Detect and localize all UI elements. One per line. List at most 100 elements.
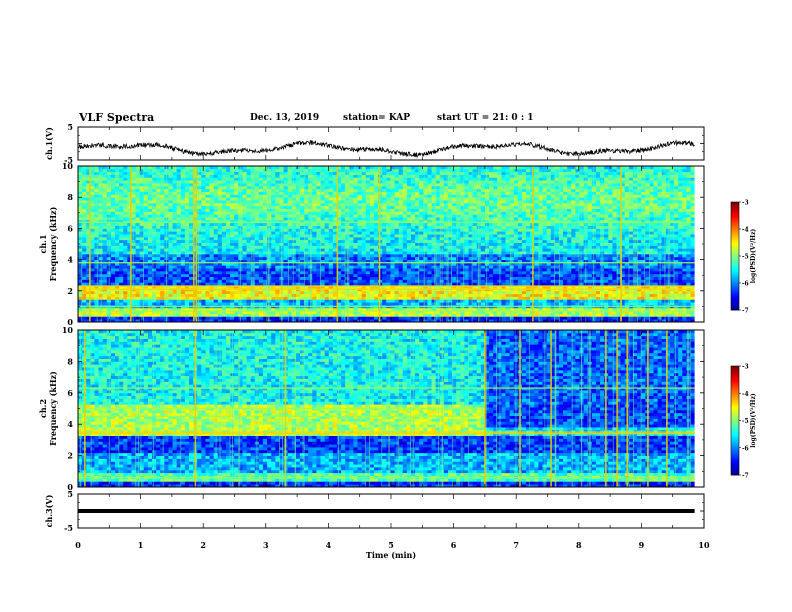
psd-cell (517, 259, 523, 263)
psd-cell (275, 259, 280, 263)
psd-cell (419, 231, 424, 235)
psd-cell (489, 276, 494, 280)
psd-cell (328, 319, 334, 323)
psd-cell (649, 236, 654, 241)
psd-cell (324, 236, 330, 241)
psd-cell (242, 310, 247, 314)
psd-cell (402, 316, 408, 320)
psd-cell (653, 290, 659, 295)
psd-cell (513, 302, 519, 306)
psd-cell (563, 231, 568, 235)
psd-cell (402, 231, 408, 235)
psd-cell (320, 245, 326, 249)
psd-cell (641, 299, 646, 303)
psd-cell (250, 262, 256, 266)
psd-cell (188, 248, 194, 252)
psd-cell (143, 239, 149, 243)
psd-cell (139, 228, 145, 232)
psd-cell (661, 270, 667, 275)
psd-cell (595, 307, 601, 312)
psd-cell (250, 268, 256, 272)
psd-cell (127, 265, 132, 269)
psd-cell (110, 248, 116, 252)
psd-cell (526, 282, 531, 286)
psd-cell (160, 236, 165, 241)
psd-cell (534, 259, 539, 263)
psd-cell (534, 279, 539, 283)
psd-cell (271, 265, 276, 269)
psd-cell (324, 234, 330, 238)
psd-cell (332, 276, 338, 280)
psd-cell (110, 259, 116, 263)
psd-cell (620, 268, 626, 272)
psd-cell (110, 265, 116, 269)
psd-cell (476, 276, 482, 280)
psd-cell (328, 245, 334, 249)
psd-cell (628, 282, 634, 286)
psd-cell (168, 299, 173, 303)
psd-cell (628, 296, 634, 300)
psd-cell (160, 270, 165, 275)
psd-cell (505, 253, 511, 258)
psd-cell (357, 273, 363, 278)
psd-cell (608, 313, 613, 317)
psd-cell (480, 310, 486, 314)
psd-cell (641, 290, 646, 295)
psd-cell (476, 273, 482, 278)
psd-cell (661, 276, 667, 280)
psd-cell (661, 242, 667, 246)
psd-cell (542, 279, 548, 283)
psd-cell (262, 236, 268, 241)
psd-cell (299, 282, 305, 286)
psd-cell (534, 245, 539, 249)
psd-cell (365, 279, 371, 283)
psd-cell (369, 234, 375, 238)
psd-cell (213, 316, 219, 320)
psd-cell (201, 231, 206, 235)
psd-cell (390, 236, 395, 241)
psd-cell (336, 299, 342, 303)
psd-cell (431, 307, 437, 312)
psd-cell (221, 307, 227, 312)
psd-cell (369, 253, 375, 258)
psd-cell (484, 236, 490, 241)
psd-cell (262, 251, 268, 255)
psd-cell (641, 251, 646, 255)
psd-cell (201, 279, 206, 283)
psd-cell (82, 307, 87, 312)
psd-cell (406, 273, 412, 278)
psd-cell (382, 279, 387, 283)
psd-cell (567, 276, 572, 280)
psd-cell (526, 256, 531, 260)
psd-cell (661, 290, 667, 295)
psd-cell (563, 245, 568, 249)
psd-cell (160, 316, 165, 320)
psd-cell (608, 245, 613, 249)
psd-cell (82, 276, 87, 280)
psd-cell (299, 276, 305, 280)
psd-cell (480, 251, 486, 255)
psd-cell (324, 270, 330, 275)
psd-cell (336, 253, 342, 258)
psd-cell (328, 253, 334, 258)
psd-cell (542, 265, 548, 269)
psd-cell (197, 290, 202, 295)
psd-cell (382, 319, 387, 323)
psd-cell (275, 239, 280, 243)
psd-cell (382, 270, 387, 275)
psd-cell (415, 279, 420, 283)
psd-cell (230, 273, 235, 278)
psd-cell (361, 273, 367, 278)
psd-cell (435, 265, 441, 269)
psd-cell (147, 265, 153, 269)
psd-cell (558, 245, 564, 249)
psd-cell (188, 228, 194, 232)
psd-cell (304, 231, 309, 235)
psd-cell (304, 262, 309, 266)
psd-cell (550, 248, 556, 252)
psd-cell (197, 299, 202, 303)
psd-cell (299, 307, 305, 312)
psd-cell (678, 236, 683, 241)
psd-cell (505, 242, 511, 246)
psd-cell (94, 282, 99, 286)
